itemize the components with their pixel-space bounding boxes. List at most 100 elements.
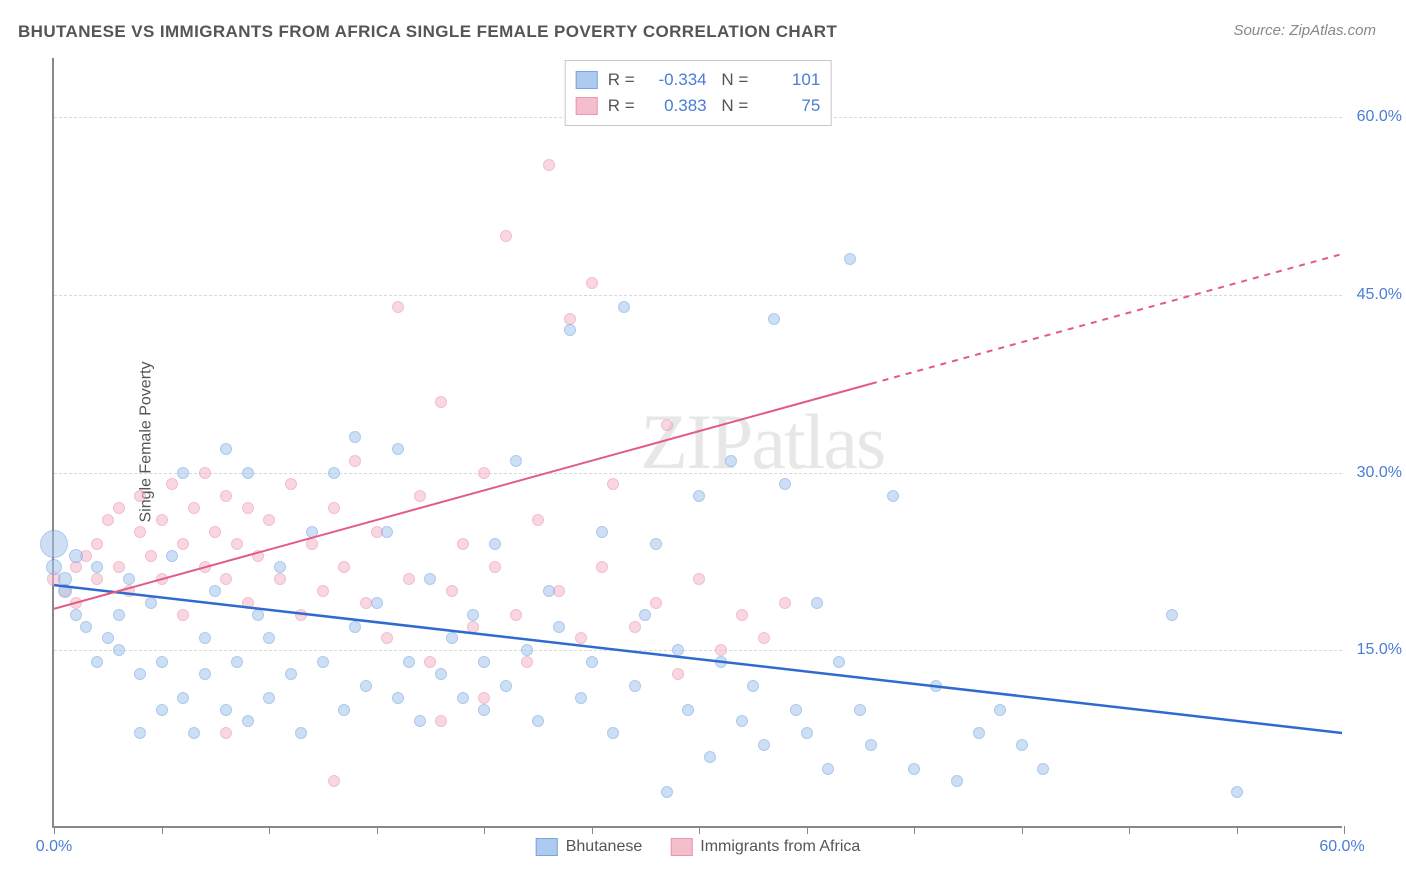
x-max-label: 60.0% xyxy=(1319,838,1364,856)
bhutanese-point xyxy=(822,763,834,775)
bhutanese-point xyxy=(403,656,415,668)
bhutanese-point xyxy=(725,455,737,467)
africa-point xyxy=(166,478,178,490)
bhutanese-point xyxy=(639,609,651,621)
legend-item-bhutanese: Bhutanese xyxy=(536,838,643,856)
x-tick xyxy=(484,826,485,834)
africa-point xyxy=(209,526,221,538)
africa-point xyxy=(295,609,307,621)
bhutanese-point xyxy=(747,680,759,692)
bhutanese-point xyxy=(392,692,404,704)
africa-point xyxy=(70,561,82,573)
africa-point xyxy=(478,692,490,704)
africa-point xyxy=(586,277,598,289)
africa-point xyxy=(70,597,82,609)
bhutanese-point xyxy=(392,443,404,455)
africa-point xyxy=(220,727,232,739)
bhutanese-point xyxy=(801,727,813,739)
africa-point xyxy=(317,585,329,597)
bhutanese-point xyxy=(607,727,619,739)
africa-point xyxy=(392,301,404,313)
africa-point xyxy=(328,502,340,514)
bhutanese-point xyxy=(844,253,856,265)
bhutanese-point xyxy=(220,443,232,455)
africa-point xyxy=(113,502,125,514)
africa-point xyxy=(349,455,361,467)
africa-point xyxy=(446,585,458,597)
bhutanese-point xyxy=(887,490,899,502)
bhutanese-point xyxy=(564,324,576,336)
bhutanese-point xyxy=(811,597,823,609)
legend-item-africa: Immigrants from Africa xyxy=(670,838,860,856)
x-min-label: 0.0% xyxy=(36,838,72,856)
bhutanese-point xyxy=(693,490,705,502)
stats-legend: R = -0.334 N = 101 R = 0.383 N = 75 xyxy=(565,60,832,126)
bhutanese-point xyxy=(1016,739,1028,751)
bhutanese-point xyxy=(306,526,318,538)
x-tick xyxy=(377,826,378,834)
bhutanese-point xyxy=(220,704,232,716)
x-tick xyxy=(269,826,270,834)
bhutanese-point xyxy=(102,632,114,644)
africa-point xyxy=(242,502,254,514)
africa-point xyxy=(467,621,479,633)
bhutanese-point xyxy=(58,584,72,598)
africa-point xyxy=(285,478,297,490)
africa-point xyxy=(91,573,103,585)
bhutanese-point xyxy=(467,609,479,621)
bhutanese-point xyxy=(930,680,942,692)
africa-point xyxy=(252,550,264,562)
bhutanese-point xyxy=(629,680,641,692)
bhutanese-point xyxy=(242,715,254,727)
africa-point xyxy=(123,585,135,597)
legend-label-bhutanese: Bhutanese xyxy=(566,838,643,856)
africa-point xyxy=(231,538,243,550)
bhutanese-point xyxy=(145,597,157,609)
bhutanese-point xyxy=(156,704,168,716)
africa-point xyxy=(156,573,168,585)
y-tick-label: 15.0% xyxy=(1348,641,1402,659)
bhutanese-point xyxy=(274,561,286,573)
africa-point xyxy=(156,514,168,526)
bhutanese-point xyxy=(521,644,533,656)
africa-point xyxy=(177,609,189,621)
scatter-points xyxy=(54,58,1342,826)
bhutanese-point xyxy=(908,763,920,775)
bhutanese-point xyxy=(736,715,748,727)
swatch-bhutanese-icon xyxy=(536,838,558,856)
x-tick xyxy=(1022,826,1023,834)
bhutanese-point xyxy=(510,455,522,467)
bhutanese-point xyxy=(295,727,307,739)
bhutanese-point xyxy=(156,656,168,668)
x-tick xyxy=(54,826,55,834)
bhutanese-point xyxy=(360,680,372,692)
bhutanese-point xyxy=(338,704,350,716)
x-tick xyxy=(699,826,700,834)
bhutanese-point xyxy=(672,644,684,656)
africa-point xyxy=(553,585,565,597)
r-value-africa: 0.383 xyxy=(645,93,707,119)
bhutanese-point xyxy=(113,609,125,621)
bhutanese-point xyxy=(553,621,565,633)
africa-point xyxy=(736,609,748,621)
bhutanese-point xyxy=(199,632,211,644)
bhutanese-point xyxy=(252,609,264,621)
africa-point xyxy=(199,467,211,479)
n-value-bhutanese: 101 xyxy=(758,67,820,93)
r-value-bhutanese: -0.334 xyxy=(645,67,707,93)
africa-point xyxy=(510,609,522,621)
bhutanese-point xyxy=(489,538,501,550)
africa-point xyxy=(661,419,673,431)
bhutanese-point xyxy=(790,704,802,716)
bottom-legend: Bhutanese Immigrants from Africa xyxy=(536,838,861,856)
x-tick xyxy=(162,826,163,834)
bhutanese-point xyxy=(1037,763,1049,775)
y-tick-label: 45.0% xyxy=(1348,286,1402,304)
bhutanese-point xyxy=(285,668,297,680)
africa-point xyxy=(424,656,436,668)
bhutanese-point xyxy=(779,478,791,490)
bhutanese-point xyxy=(650,538,662,550)
bhutanese-point xyxy=(715,656,727,668)
africa-point xyxy=(715,644,727,656)
x-tick xyxy=(914,826,915,834)
